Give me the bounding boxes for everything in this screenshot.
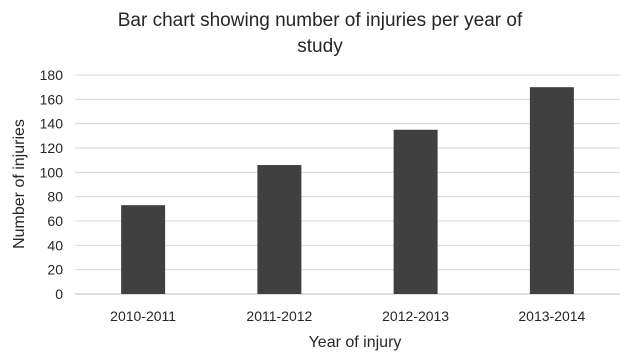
x-axis-title: Year of injury — [309, 334, 402, 351]
chart-title-line-2: study — [297, 36, 343, 57]
y-tick-label: 140 — [40, 116, 64, 132]
bar-2011-2012 — [257, 165, 302, 294]
x-tick-label: 2011-2012 — [246, 308, 312, 324]
y-tick-label: 40 — [47, 237, 63, 253]
y-tick-label: 0 — [55, 286, 63, 302]
x-axis-ticks: 2010-2011 2011-2012 2012-2013 2013-2014 — [110, 308, 585, 324]
y-tick-label: 80 — [47, 189, 63, 205]
y-tick-label: 180 — [40, 67, 64, 83]
bar-2012-2013 — [393, 129, 438, 294]
chart-title-line-1: Bar chart showing number of injuries per… — [118, 10, 523, 31]
y-tick-label: 60 — [47, 213, 63, 229]
bar-2013-2014 — [529, 87, 574, 295]
y-axis-title: Number of injuries — [11, 119, 28, 249]
bars — [121, 87, 574, 295]
bar-2010-2011 — [121, 205, 166, 294]
y-tick-label: 20 — [47, 262, 63, 278]
y-tick-label: 100 — [40, 164, 64, 180]
grid-lines — [75, 74, 620, 295]
x-tick-label: 2012-2013 — [382, 308, 449, 324]
x-tick-label: 2013-2014 — [518, 308, 585, 324]
y-tick-label: 120 — [40, 140, 64, 156]
y-axis-ticks: 0 20 40 60 80 100 120 140 160 180 — [40, 67, 64, 302]
y-tick-label: 160 — [40, 91, 64, 107]
x-tick-label: 2010-2011 — [110, 308, 176, 324]
